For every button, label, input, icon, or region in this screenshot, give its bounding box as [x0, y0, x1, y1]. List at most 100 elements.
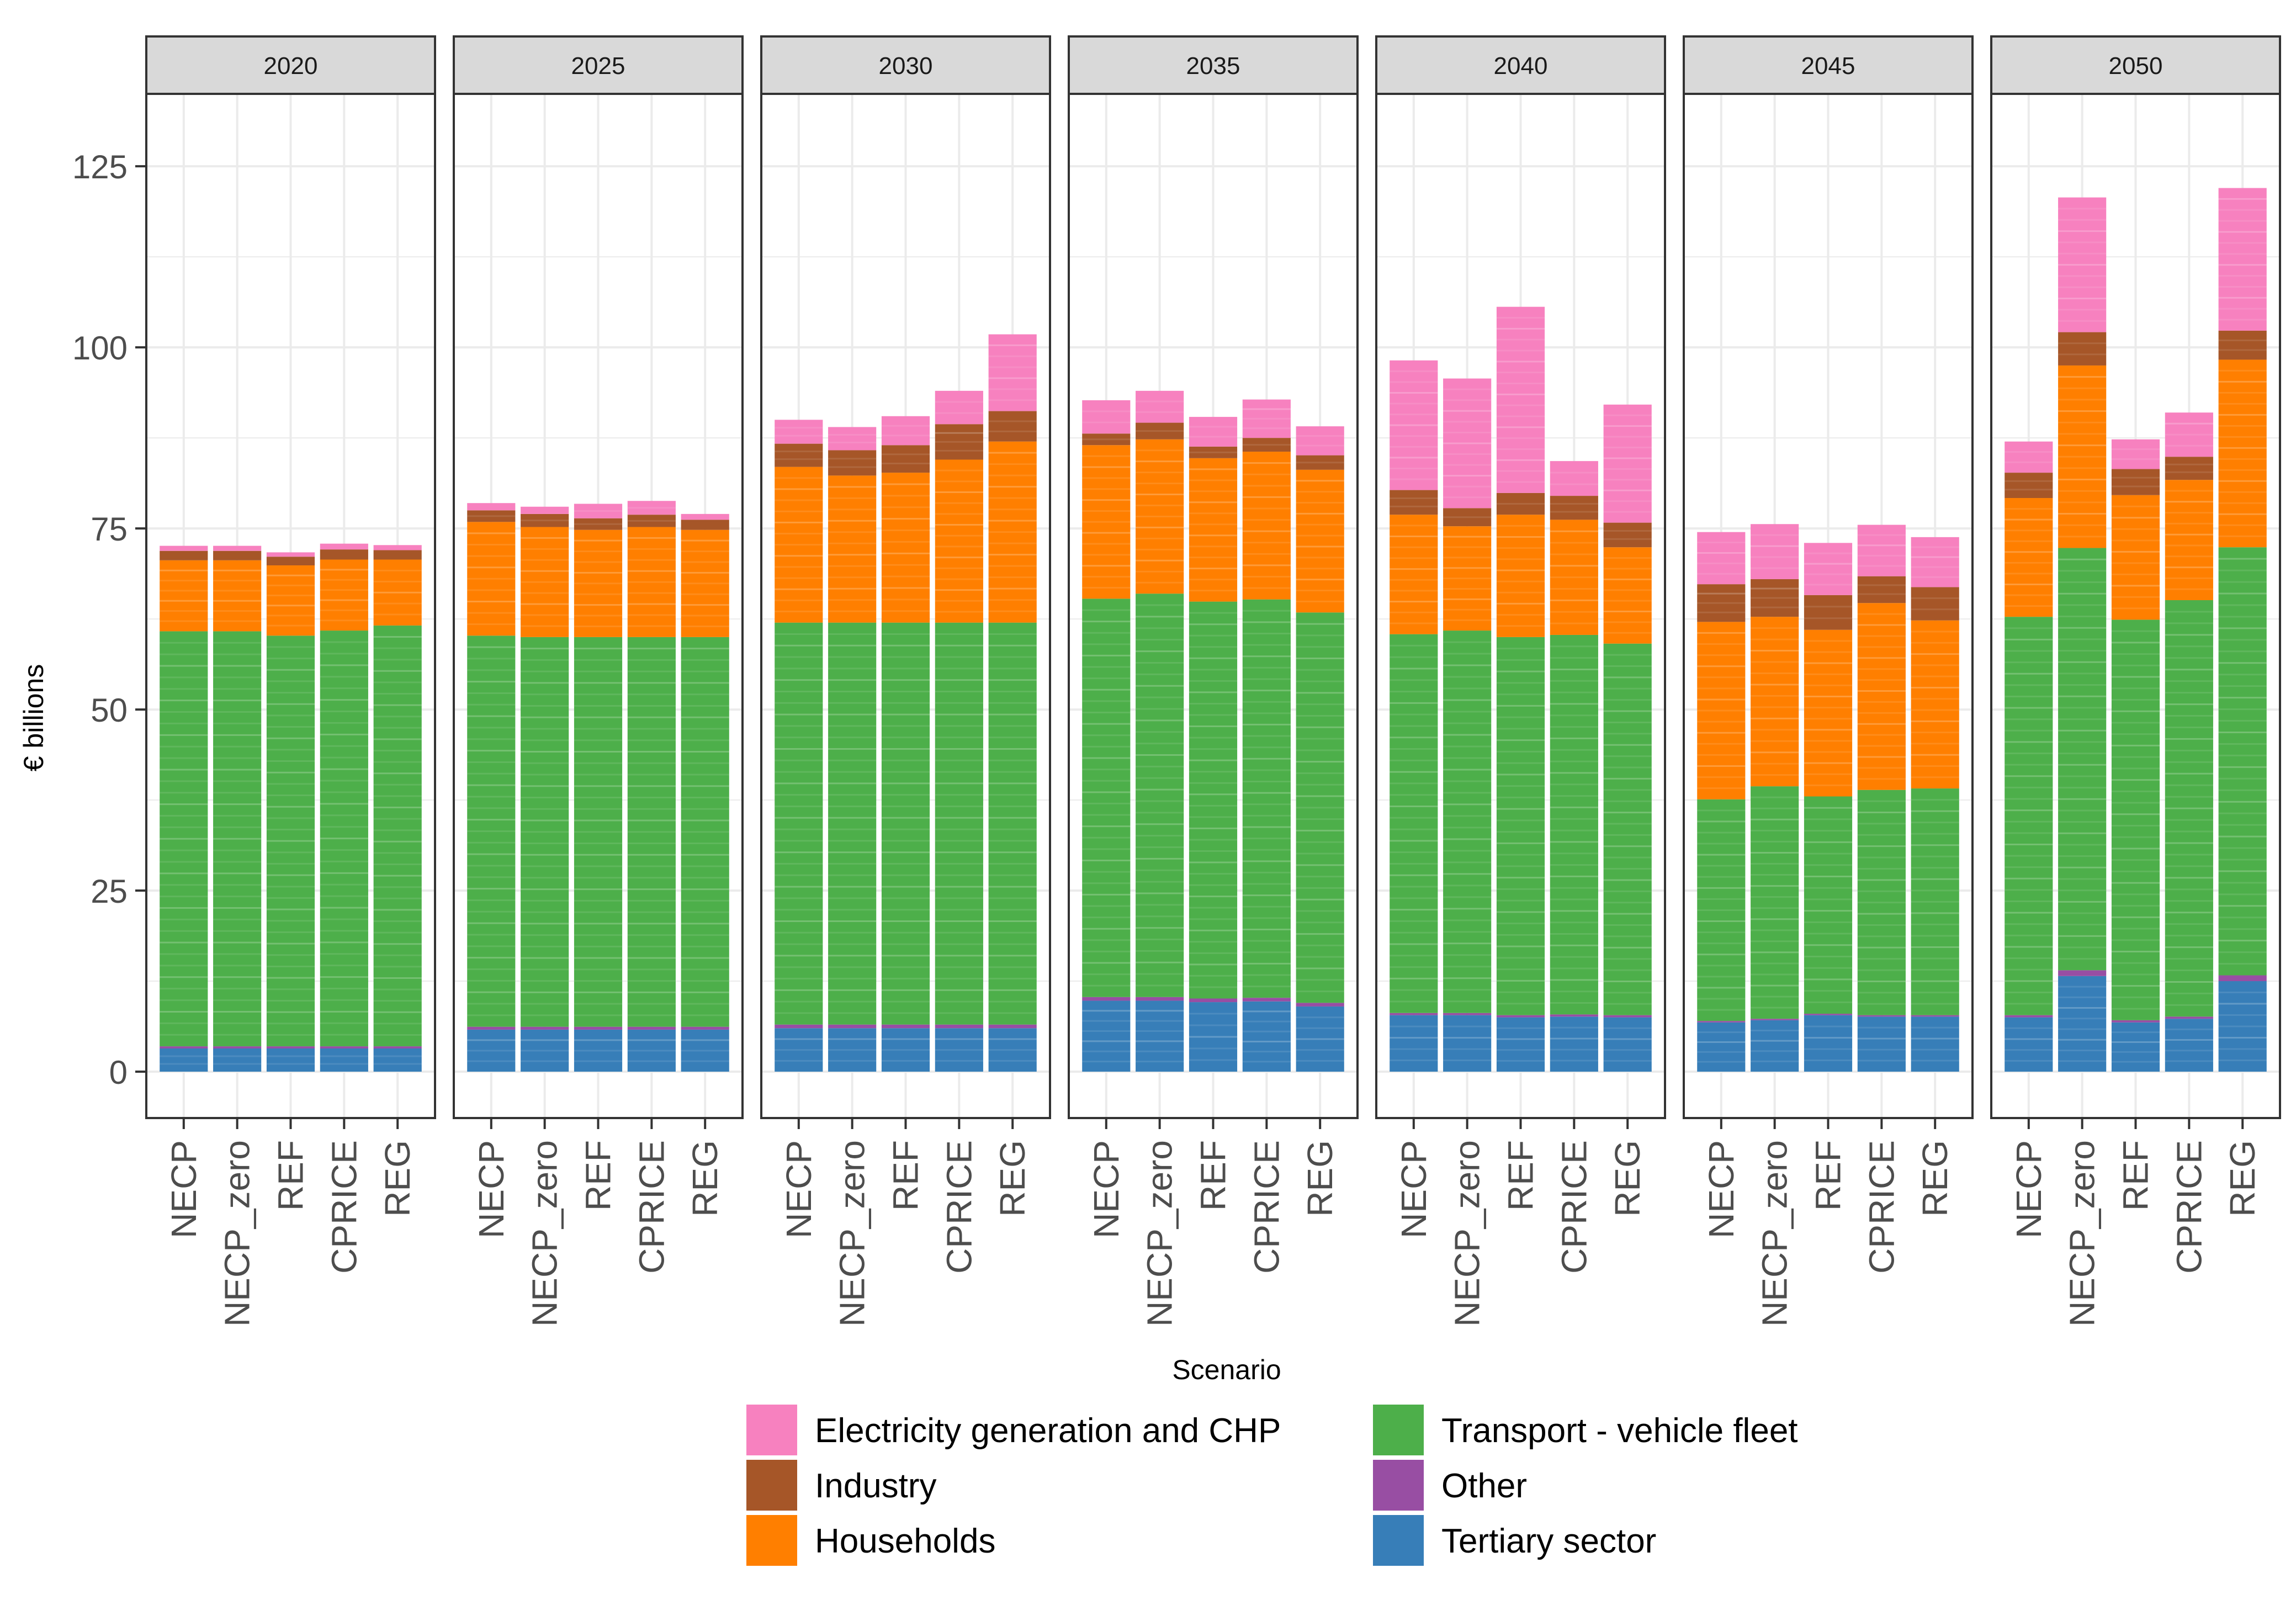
- bar-segment-transport: [1390, 634, 1438, 1013]
- bar-segment-other: [2165, 1016, 2213, 1019]
- bar-segment-tertiary: [627, 1029, 676, 1072]
- bar-segment-tertiary: [881, 1028, 930, 1072]
- bar-segment-other: [373, 1046, 422, 1049]
- facet-strip: [453, 35, 744, 95]
- bar-segment-electricity: [1082, 400, 1131, 434]
- bar-segment-transport: [2111, 619, 2160, 1020]
- facet-strip: [1068, 35, 1359, 95]
- bar-segment-industry: [2111, 469, 2160, 495]
- bar-2040-REG: [1603, 404, 1652, 1072]
- bar-segment-tertiary: [2218, 981, 2267, 1072]
- bar-segment-electricity: [1603, 404, 1652, 523]
- bar-segment-transport: [935, 622, 983, 1025]
- x-tick-label: REG: [1300, 1140, 1340, 1217]
- bar-2025-CPRICE: [627, 501, 676, 1072]
- bar-2045-CPRICE: [1857, 525, 1906, 1072]
- bar-segment-electricity: [1296, 426, 1344, 455]
- bar-segment-tertiary: [1911, 1016, 1959, 1072]
- bar-segment-households: [266, 565, 315, 636]
- bar-segment-industry: [1136, 422, 1184, 439]
- legend: Electricity generation and CHP Industry Ho…: [746, 1405, 1798, 1566]
- y-tick-label: 50: [91, 692, 128, 729]
- bar-2025-REF: [574, 504, 623, 1072]
- bar-2035-REF: [1189, 417, 1238, 1072]
- bar-segment-other: [1550, 1014, 1598, 1017]
- x-tick-label: NECP_zero: [218, 1140, 257, 1327]
- bar-segment-transport: [2058, 548, 2107, 971]
- bar-segment-households: [467, 522, 516, 636]
- legend-key: [746, 1460, 797, 1511]
- bar-segment-electricity: [775, 420, 823, 444]
- bar-segment-transport: [2005, 617, 2053, 1015]
- bar-segment-households: [1296, 469, 1344, 613]
- bar-segment-transport: [881, 622, 930, 1025]
- bar-segment-households: [373, 559, 422, 626]
- bar-segment-other: [681, 1026, 729, 1030]
- x-tick-label: CPRICE: [324, 1140, 364, 1274]
- bar-segment-transport: [320, 631, 368, 1047]
- bar-segment-electricity: [881, 416, 930, 446]
- bar-segment-tertiary: [1189, 1002, 1238, 1072]
- bar-segment-electricity: [2218, 188, 2267, 331]
- x-tick-label: CPRICE: [2169, 1140, 2209, 1274]
- bar-segment-transport: [681, 637, 729, 1027]
- bar-segment-tertiary: [1751, 1020, 1799, 1072]
- bar-segment-tertiary: [1603, 1017, 1652, 1072]
- bar-segment-industry: [775, 443, 823, 467]
- bar-segment-transport: [1697, 799, 1746, 1021]
- bar-segment-households: [881, 473, 930, 623]
- bar-segment-tertiary: [1296, 1006, 1344, 1072]
- x-tick-label: NECP_zero: [2062, 1140, 2102, 1327]
- bar-segment-electricity: [213, 545, 262, 551]
- x-tick-label: CPRICE: [939, 1140, 979, 1274]
- facet-strip-label: 2025: [571, 52, 625, 80]
- bar-segment-households: [1443, 526, 1492, 631]
- bar-segment-other: [1496, 1015, 1545, 1018]
- y-tick-label: 125: [72, 149, 128, 186]
- legend-key: [1373, 1405, 1424, 1455]
- bar-segment-households: [2111, 495, 2160, 620]
- bar-segment-electricity: [828, 427, 877, 451]
- facet-panel-2025: 2025 NECP NECP_zero REF CPRICE REG: [453, 35, 744, 1327]
- bar-segment-other: [2058, 970, 2107, 976]
- bar-segment-industry: [213, 550, 262, 560]
- bar-segment-electricity: [160, 545, 208, 551]
- bar-segment-electricity: [1443, 378, 1492, 508]
- bar-segment-industry: [320, 549, 368, 560]
- bar-segment-industry: [467, 510, 516, 522]
- bar-segment-tertiary: [1496, 1017, 1545, 1072]
- facet-strip: [1375, 35, 1666, 95]
- x-tick-label: REG: [2223, 1140, 2262, 1217]
- x-tick-label: REG: [378, 1140, 417, 1217]
- bar-2025-NECP_zero: [521, 506, 569, 1072]
- x-tick-label: NECP_zero: [1755, 1140, 1795, 1327]
- x-tick-label: NECP_zero: [1140, 1140, 1180, 1327]
- bar-segment-other: [160, 1046, 208, 1049]
- bar-segment-transport: [521, 637, 569, 1027]
- bar-segment-industry: [574, 518, 623, 530]
- bar-segment-households: [2218, 359, 2267, 548]
- bar-segment-households: [775, 467, 823, 623]
- bar-segment-electricity: [574, 504, 623, 518]
- bar-segment-tertiary: [467, 1029, 516, 1072]
- bar-2035-CPRICE: [1242, 399, 1291, 1072]
- bar-segment-electricity: [627, 501, 676, 515]
- bar-2035-NECP: [1082, 400, 1131, 1072]
- bar-segment-tertiary: [1804, 1015, 1853, 1072]
- y-tick-label: 75: [91, 511, 128, 548]
- bar-segment-other: [320, 1046, 368, 1049]
- bar-segment-households: [935, 459, 983, 623]
- facet-strip-label: 2030: [879, 52, 933, 80]
- bar-segment-electricity: [2058, 197, 2107, 332]
- bar-segment-industry: [627, 515, 676, 527]
- bar-segment-households: [1136, 439, 1184, 594]
- bar-2030-CPRICE: [935, 390, 983, 1072]
- facet-panels: 2020 NECP NECP_zero REF CPRICE REG 2025 NECP NEC…: [145, 35, 2281, 1327]
- x-tick-label: CPRICE: [1862, 1140, 1901, 1274]
- bar-segment-tertiary: [320, 1048, 368, 1072]
- bar-segment-industry: [881, 445, 930, 473]
- bar-segment-tertiary: [935, 1028, 983, 1072]
- bar-segment-electricity: [467, 503, 516, 511]
- bar-segment-tertiary: [988, 1028, 1037, 1072]
- bar-segment-electricity: [1189, 417, 1238, 447]
